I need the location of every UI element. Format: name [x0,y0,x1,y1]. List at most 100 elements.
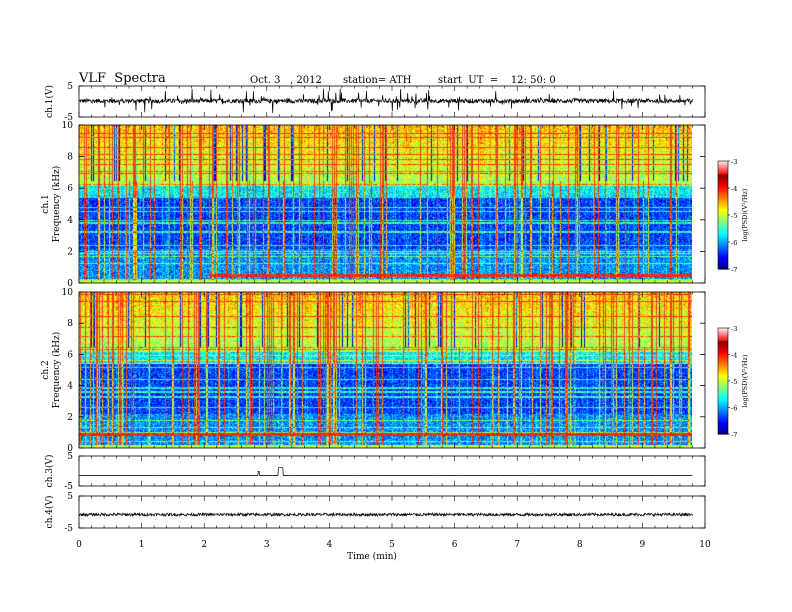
colorbar-segment [718,216,728,219]
y-tick-label: 10 [62,288,74,298]
colorbar-segment [718,225,728,228]
colorbar-segment [718,331,728,334]
colorbar-segment [718,408,728,411]
colorbar-segment [718,254,728,257]
colorbar-segment [718,262,728,265]
colorbar-segment [718,264,728,267]
colorbar-segment [718,377,728,379]
colorbar-segment [718,419,728,422]
colorbar-segment [718,210,728,213]
colorbar-segment [718,221,728,224]
colorbar-segment [718,223,728,226]
waveform-trace [78,511,693,518]
colorbar-segment [718,335,728,338]
colorbar-segment [718,163,728,166]
colorbar-segment [718,382,728,385]
colorbar-tick-label: -7 [731,266,737,274]
frequency-axis-label: Frequency (kHz) [51,166,62,243]
colorbar-segment [718,412,728,415]
y-tick-label: 10 [62,121,74,131]
colorbar-segment [718,208,728,211]
colorbar-segment [718,213,728,216]
voltage-axis-label: ch.4(V) [44,496,55,529]
y-tick-label: 4 [67,216,73,226]
colorbar-segment [718,426,728,428]
colorbar-segment [718,161,728,163]
colorbar-segment [718,422,728,424]
colorbar-segment [718,255,728,258]
colorbar-segment [718,346,728,349]
colorbar-segment [718,202,728,205]
time-axis-label: Time (min) [347,551,397,562]
colorbar-segment [718,198,728,201]
colorbar-segment [718,177,728,180]
colorbar-segment [718,354,728,357]
y-tick-label: 8 [67,319,73,329]
colorbar-segment [718,252,728,255]
colorbar-segment [718,374,728,377]
colorbar-segment [718,188,728,190]
date-label: Oct. 3 , 2012 [250,75,322,86]
colorbar-segment [718,224,728,227]
colorbar-segment [718,383,728,386]
colorbar-segment [718,428,728,431]
colorbar-segment [718,228,728,231]
colorbar-segment [718,365,728,368]
voltage-axis-label: ch.1(V) [44,85,55,118]
colorbar-segment [718,182,728,185]
colorbar-segment [718,263,728,266]
colorbar-segment [718,390,728,393]
colorbar-segment [718,350,728,353]
colorbar-segment [718,330,728,333]
y-tick-label: -5 [64,482,73,492]
colorbar-segment [718,424,728,427]
colorbar-segment [718,173,728,176]
colorbar-segment [718,181,728,184]
x-tick-label: 2 [201,540,207,550]
colorbar-segment [718,339,728,342]
colorbar-segment [718,353,728,356]
y-tick-label: 8 [67,153,73,163]
colorbar-segment [718,206,728,209]
colorbar-segment [718,236,728,239]
colorbar-segment [718,248,728,251]
colorbar-segment [718,333,728,336]
colorbar-segment [718,267,728,270]
waveform-trace [78,467,693,477]
colorbar-segment [718,166,728,169]
colorbar-segment [718,240,728,243]
colorbar-segment [718,394,728,397]
colorbar-segment [718,201,728,204]
colorbar-segment [718,395,728,398]
colorbar-label: log(PSD)(V²/Hz) [741,354,749,407]
colorbar-segment [718,379,728,382]
colorbar-segment [718,423,728,426]
colorbar-segment [718,260,728,263]
colorbar-segment [718,219,728,221]
colorbar-segment [718,355,728,358]
colorbar-segment [718,359,728,362]
x-tick-label: 1 [139,540,145,550]
colorbar-tick-label: -3 [731,325,737,333]
x-tick-label: 10 [699,540,711,550]
colorbar-segment [718,209,728,212]
colorbar-segment [718,378,728,381]
colorbar-segment [718,347,728,350]
colorbar-segment [718,361,728,364]
x-tick-label: 7 [514,540,520,550]
colorbar-segment [718,242,728,244]
colorbar-segment [718,345,728,348]
colorbar-segment [718,162,728,165]
colorbar-segment [718,400,728,403]
station-label: station= ATH [343,75,412,86]
spectrogram-ch2 [79,292,692,448]
colorbar-segment [718,357,728,360]
colorbar-tick-label: -6 [731,405,737,413]
colorbar-segment [718,175,728,178]
colorbar-segment [718,237,728,240]
colorbar-segment [718,406,728,409]
channel-label: ch.2 [41,360,51,379]
colorbar-segment [718,186,728,189]
colorbar-tick-label: -3 [731,158,737,166]
y-tick-label: 5 [67,452,73,462]
